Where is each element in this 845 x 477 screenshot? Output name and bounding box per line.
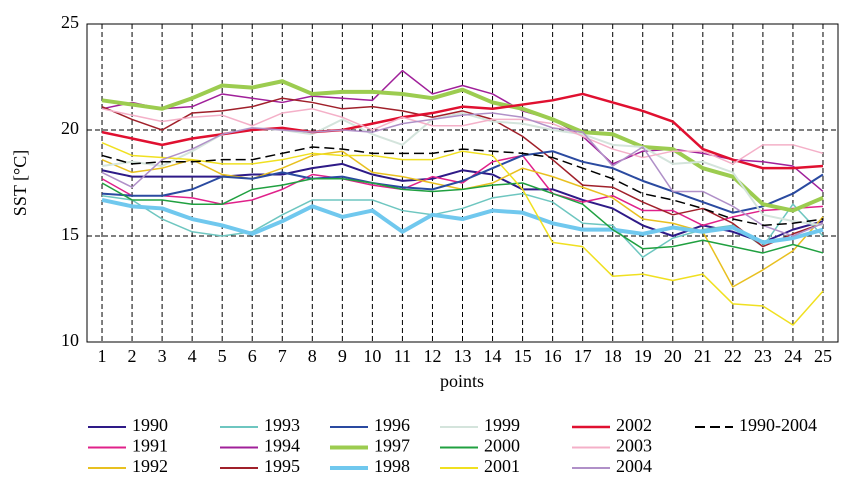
legend-label: 1997 [374, 436, 410, 456]
series-line [101, 112, 824, 237]
x-tick-label: 1 [98, 346, 107, 366]
legend-label: 1994 [264, 436, 300, 456]
x-tick-label: 25 [814, 346, 832, 366]
x-tick-label: 2 [128, 346, 137, 366]
x-tick-label: 15 [514, 346, 532, 366]
y-tick-label: 15 [61, 224, 79, 244]
series-line [101, 198, 824, 245]
x-tick-label: 23 [754, 346, 772, 366]
legend-label: 2001 [484, 456, 520, 476]
legend-label: 1998 [374, 456, 410, 476]
series-line [101, 178, 824, 254]
x-tick-label: 24 [784, 346, 802, 366]
y-tick-label: 25 [61, 12, 79, 32]
legend-label: 1993 [264, 415, 300, 435]
y-tick-label: 20 [61, 118, 79, 138]
x-tick-label: 16 [544, 346, 562, 366]
x-tick-label: 22 [724, 346, 742, 366]
x-tick-label: 8 [308, 346, 317, 366]
x-axis-label: points [440, 371, 484, 391]
x-tick-label: 20 [664, 346, 682, 366]
legend-label: 1990-2004 [739, 415, 817, 435]
x-tick-label: 6 [248, 346, 257, 366]
series-line [101, 69, 824, 193]
x-tick-label: 17 [574, 346, 592, 366]
series-line [101, 108, 824, 165]
series-line [101, 146, 824, 227]
x-tick-label: 3 [158, 346, 167, 366]
plot-frame [86, 23, 839, 343]
legend-label: 1992 [132, 456, 168, 476]
y-axis-label: SST [°C] [10, 150, 30, 216]
series-line [101, 142, 824, 326]
x-tick-label: 4 [188, 346, 197, 366]
x-tick-label: 10 [363, 346, 381, 366]
legend-label: 2004 [616, 456, 652, 476]
x-tick-label: 18 [604, 346, 622, 366]
legend-label: 2000 [484, 436, 520, 456]
series-line [101, 79, 824, 213]
x-tick-label: 13 [454, 346, 472, 366]
x-tick-label: 21 [694, 346, 712, 366]
legend-label: 1996 [374, 415, 410, 435]
series-line [101, 192, 824, 258]
x-tick-label: 5 [218, 346, 227, 366]
x-tick-label: 19 [634, 346, 652, 366]
x-tick-label: 7 [278, 346, 287, 366]
x-tick-label: 9 [338, 346, 347, 366]
series-line [101, 97, 824, 248]
legend-label: 1991 [132, 436, 168, 456]
legend-label: 2002 [616, 415, 652, 435]
y-tick-label: 10 [61, 330, 79, 350]
legend-label: 1999 [484, 415, 520, 435]
x-tick-label: 11 [394, 346, 411, 366]
legend-label: 1990 [132, 415, 168, 435]
x-tick-label: 12 [423, 346, 441, 366]
legend-label: 2003 [616, 436, 652, 456]
x-tick-label: 14 [484, 346, 502, 366]
series-line [101, 150, 824, 214]
legend-label: 1995 [264, 456, 300, 476]
